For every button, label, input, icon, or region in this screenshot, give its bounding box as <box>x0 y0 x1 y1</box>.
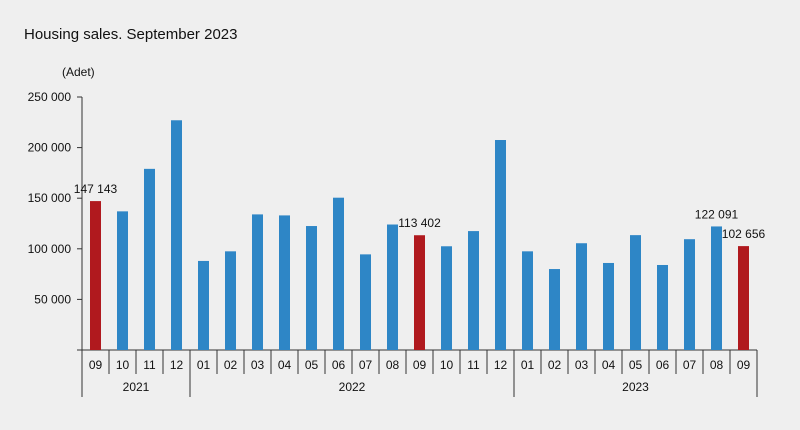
x-tick-label: 06 <box>332 358 346 372</box>
y-tick-label: 250 000 <box>28 90 72 104</box>
bar <box>252 214 263 350</box>
bar <box>198 260 209 350</box>
x-tick-label: 03 <box>575 358 589 372</box>
y-tick-label: 50 000 <box>34 292 71 306</box>
bar <box>657 264 668 350</box>
bar <box>387 224 398 350</box>
bar <box>495 140 506 350</box>
x-tick-label: 06 <box>656 358 670 372</box>
bar <box>522 251 533 350</box>
x-tick-label: 04 <box>602 358 616 372</box>
bar <box>171 120 182 350</box>
x-tick-label: 08 <box>386 358 400 372</box>
x-tick-label: 09 <box>737 358 751 372</box>
x-tick-label: 02 <box>224 358 238 372</box>
bar <box>684 239 695 350</box>
bar <box>738 246 749 350</box>
x-tick-label: 10 <box>440 358 454 372</box>
y-tick-label: 200 000 <box>28 141 72 155</box>
data-label: 147 143 <box>74 182 118 196</box>
bar <box>414 235 425 350</box>
year-label: 2021 <box>123 380 150 394</box>
bar <box>279 215 290 350</box>
bar <box>441 246 452 350</box>
bar <box>225 251 236 350</box>
x-tick-label: 02 <box>548 358 562 372</box>
x-tick-label: 11 <box>143 358 156 372</box>
y-unit-label: (Adet) <box>62 65 95 79</box>
data-label: 102 656 <box>722 227 766 241</box>
x-tick-label: 12 <box>494 358 508 372</box>
x-tick-label: 03 <box>251 358 265 372</box>
x-tick-label: 08 <box>710 358 724 372</box>
x-tick-label: 09 <box>89 358 103 372</box>
bar <box>306 226 317 350</box>
bar <box>603 262 614 350</box>
y-tick-label: 150 000 <box>28 191 72 205</box>
data-label: 122 091 <box>695 207 739 221</box>
x-tick-label: 07 <box>359 358 373 372</box>
bar <box>549 269 560 350</box>
x-tick-label: 01 <box>197 358 211 372</box>
y-tick-label: 100 000 <box>28 242 72 256</box>
x-tick-label: 07 <box>683 358 697 372</box>
bar <box>630 235 641 350</box>
bar <box>711 226 722 350</box>
bar <box>117 211 128 350</box>
x-tick-label: 11 <box>467 358 480 372</box>
year-label: 2022 <box>339 380 366 394</box>
bar <box>144 168 155 350</box>
bar <box>360 254 371 350</box>
bar <box>576 243 587 350</box>
x-tick-label: 01 <box>521 358 535 372</box>
x-tick-label: 10 <box>116 358 130 372</box>
x-tick-label: 05 <box>629 358 643 372</box>
x-tick-label: 04 <box>278 358 292 372</box>
chart-title: Housing sales. September 2023 <box>24 26 238 43</box>
bar <box>468 231 479 350</box>
x-tick-label: 05 <box>305 358 319 372</box>
x-tick-label: 12 <box>170 358 184 372</box>
bar <box>333 197 344 350</box>
year-label: 2023 <box>622 380 649 394</box>
bar <box>90 201 101 350</box>
x-tick-label: 09 <box>413 358 427 372</box>
data-label: 113 402 <box>398 216 441 230</box>
